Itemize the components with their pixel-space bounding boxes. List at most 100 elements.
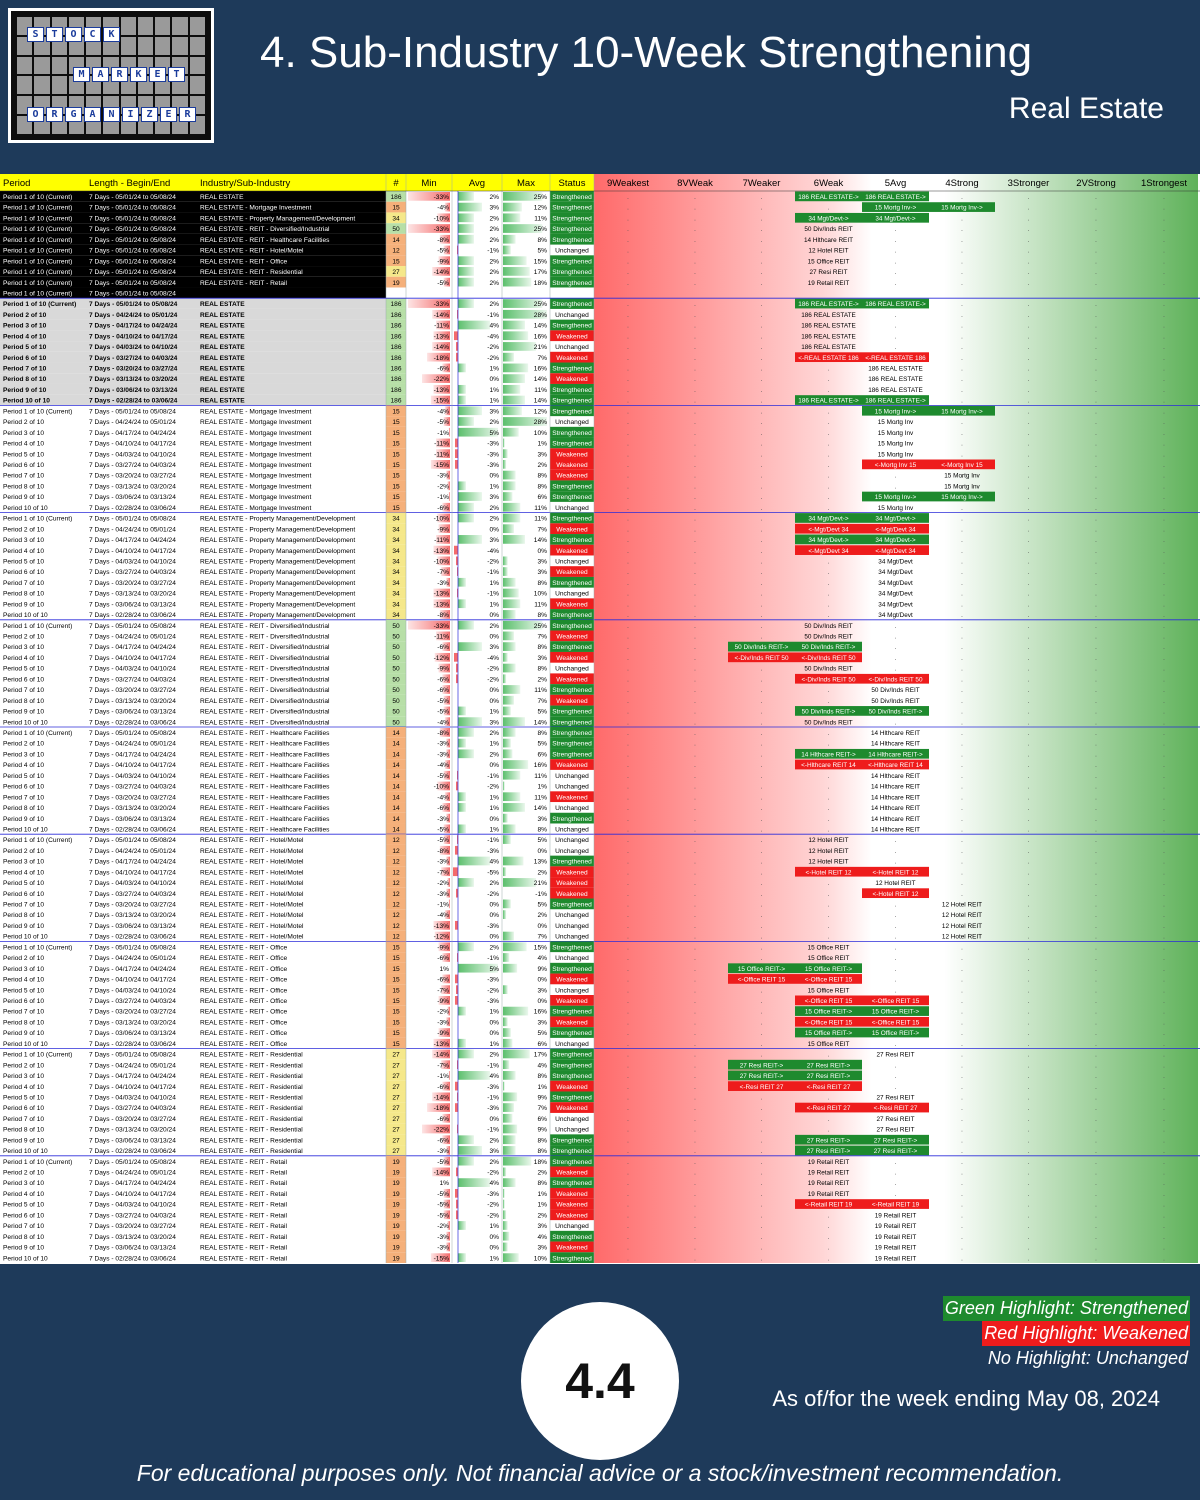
logo-letter: O <box>65 27 82 42</box>
avg-bar <box>458 267 474 276</box>
avg-value: 2% <box>489 226 499 233</box>
avg-bar <box>458 728 474 737</box>
rank-dot: . <box>828 258 830 265</box>
rank-dot: . <box>828 902 830 909</box>
industry-name: REAL ESTATE - Property Management/Develo… <box>200 516 355 523</box>
rank-dot: . <box>694 1052 696 1059</box>
rank-badge <box>795 866 862 877</box>
avg-value: 2% <box>489 194 499 201</box>
min-bar <box>446 1231 450 1241</box>
rank-dot: . <box>761 826 763 833</box>
count-cell <box>386 598 406 610</box>
rank-dot: . <box>1028 376 1030 383</box>
max-bar <box>503 781 505 791</box>
rank-dot: . <box>895 880 897 887</box>
status-cell <box>550 534 594 545</box>
rank-badge <box>795 652 862 663</box>
status-cell <box>550 1252 594 1263</box>
rank-label: 186 REAL ESTATE-> <box>865 301 926 308</box>
avg-bar <box>454 545 458 555</box>
length-range: 7 Days - 03/13/24 to 03/20/24 <box>89 591 176 598</box>
max-value: 4% <box>537 1234 547 1241</box>
avg-bar <box>458 749 474 759</box>
min-value: -10% <box>434 516 450 523</box>
status-value: Weakened <box>556 1105 588 1112</box>
period-label: Period 8 of 10 <box>3 698 44 705</box>
status-value: Unchanged <box>555 344 589 351</box>
rank-dot: . <box>761 301 763 308</box>
rank-dot: . <box>1163 366 1165 373</box>
industry-name: REAL ESTATE - Mortgage Investment <box>200 205 311 212</box>
rank-dot: . <box>627 258 629 265</box>
max-bar <box>503 985 508 994</box>
rank-badge <box>862 1199 929 1209</box>
min-bar <box>437 513 450 523</box>
rank-dot: . <box>1163 977 1165 984</box>
rank-dot: . <box>627 323 629 330</box>
period-label: Period 9 of 10 <box>3 387 47 394</box>
period-label: Period 5 of 10 <box>3 666 44 673</box>
status-cell <box>550 512 594 524</box>
rank-dot: . <box>1163 398 1165 405</box>
min-bar <box>441 1060 450 1070</box>
rank-dot: . <box>1028 408 1030 415</box>
length-range: 7 Days - 04/24/24 to 05/01/24 <box>89 634 176 641</box>
rank-dot: . <box>895 387 897 394</box>
count-value: 15 <box>392 944 400 951</box>
count-cell <box>386 609 406 620</box>
count-value: 186 <box>390 366 401 373</box>
length-range: 7 Days - 05/01/24 to 05/08/24 <box>89 205 176 212</box>
rank-dot: . <box>1163 934 1165 941</box>
rank-badge <box>929 405 995 416</box>
length-range: 7 Days - 04/24/24 to 05/01/24 <box>89 1170 176 1177</box>
rank-dot: . <box>694 494 696 501</box>
rank-dot: . <box>761 923 763 930</box>
max-bar <box>503 738 511 748</box>
rank-dot: . <box>961 859 963 866</box>
max-bar <box>503 1049 530 1059</box>
rank-dot: . <box>961 473 963 480</box>
max-value: 8% <box>537 473 547 480</box>
length-range: 7 Days - 03/13/24 to 03/20/24 <box>89 698 176 705</box>
rank-dot: . <box>961 526 963 533</box>
rank-dot: . <box>828 816 830 823</box>
min-bar <box>443 277 450 287</box>
max-bar <box>503 524 514 534</box>
rank-label: 12 Hotel REIT <box>942 902 982 909</box>
industry-name: REAL ESTATE - Mortgage Investment <box>200 462 311 469</box>
avg-value: -1% <box>487 312 499 319</box>
length-range: 7 Days - 05/01/24 to 05/08/24 <box>89 269 176 276</box>
rank-dot: . <box>1163 1245 1165 1252</box>
status-value: Unchanged <box>555 558 589 565</box>
status-cell <box>550 1016 594 1028</box>
rank-dot: . <box>1028 1170 1030 1177</box>
rank-dot: . <box>961 741 963 748</box>
rank-label: <-Hotel REIT 12 <box>873 891 919 898</box>
max-bar <box>503 202 522 212</box>
industry-name: REAL ESTATE - REIT - Retail <box>200 1212 287 1219</box>
rank-dot: . <box>1095 1159 1097 1166</box>
count-cell <box>386 898 406 910</box>
rank-dot: . <box>694 601 696 608</box>
rank-dot: . <box>694 698 696 705</box>
period-label: Period 6 of 10 <box>3 891 44 898</box>
rank-dot: . <box>694 923 696 930</box>
rank-badge <box>862 995 929 1006</box>
rank-dot: . <box>1163 730 1165 737</box>
rank-dot: . <box>694 451 696 458</box>
rank-dot: . <box>895 741 897 748</box>
status-cell <box>550 1166 594 1178</box>
period-label: Period 10 of 10 <box>3 612 48 619</box>
rank-dot: . <box>694 859 696 866</box>
count-cell <box>386 1070 406 1081</box>
rank-dot: . <box>694 591 696 598</box>
rank-dot: . <box>1163 194 1165 201</box>
rank-dot: . <box>1095 237 1097 244</box>
industry-name: REAL ESTATE - Mortgage Investment <box>200 408 311 415</box>
avg-value: -1% <box>487 1094 499 1101</box>
rank-dot: . <box>1095 1223 1097 1230</box>
avg-bar <box>456 1210 458 1220</box>
count-cell <box>386 351 406 363</box>
avg-bar <box>455 449 458 458</box>
rank-dot: . <box>895 848 897 855</box>
